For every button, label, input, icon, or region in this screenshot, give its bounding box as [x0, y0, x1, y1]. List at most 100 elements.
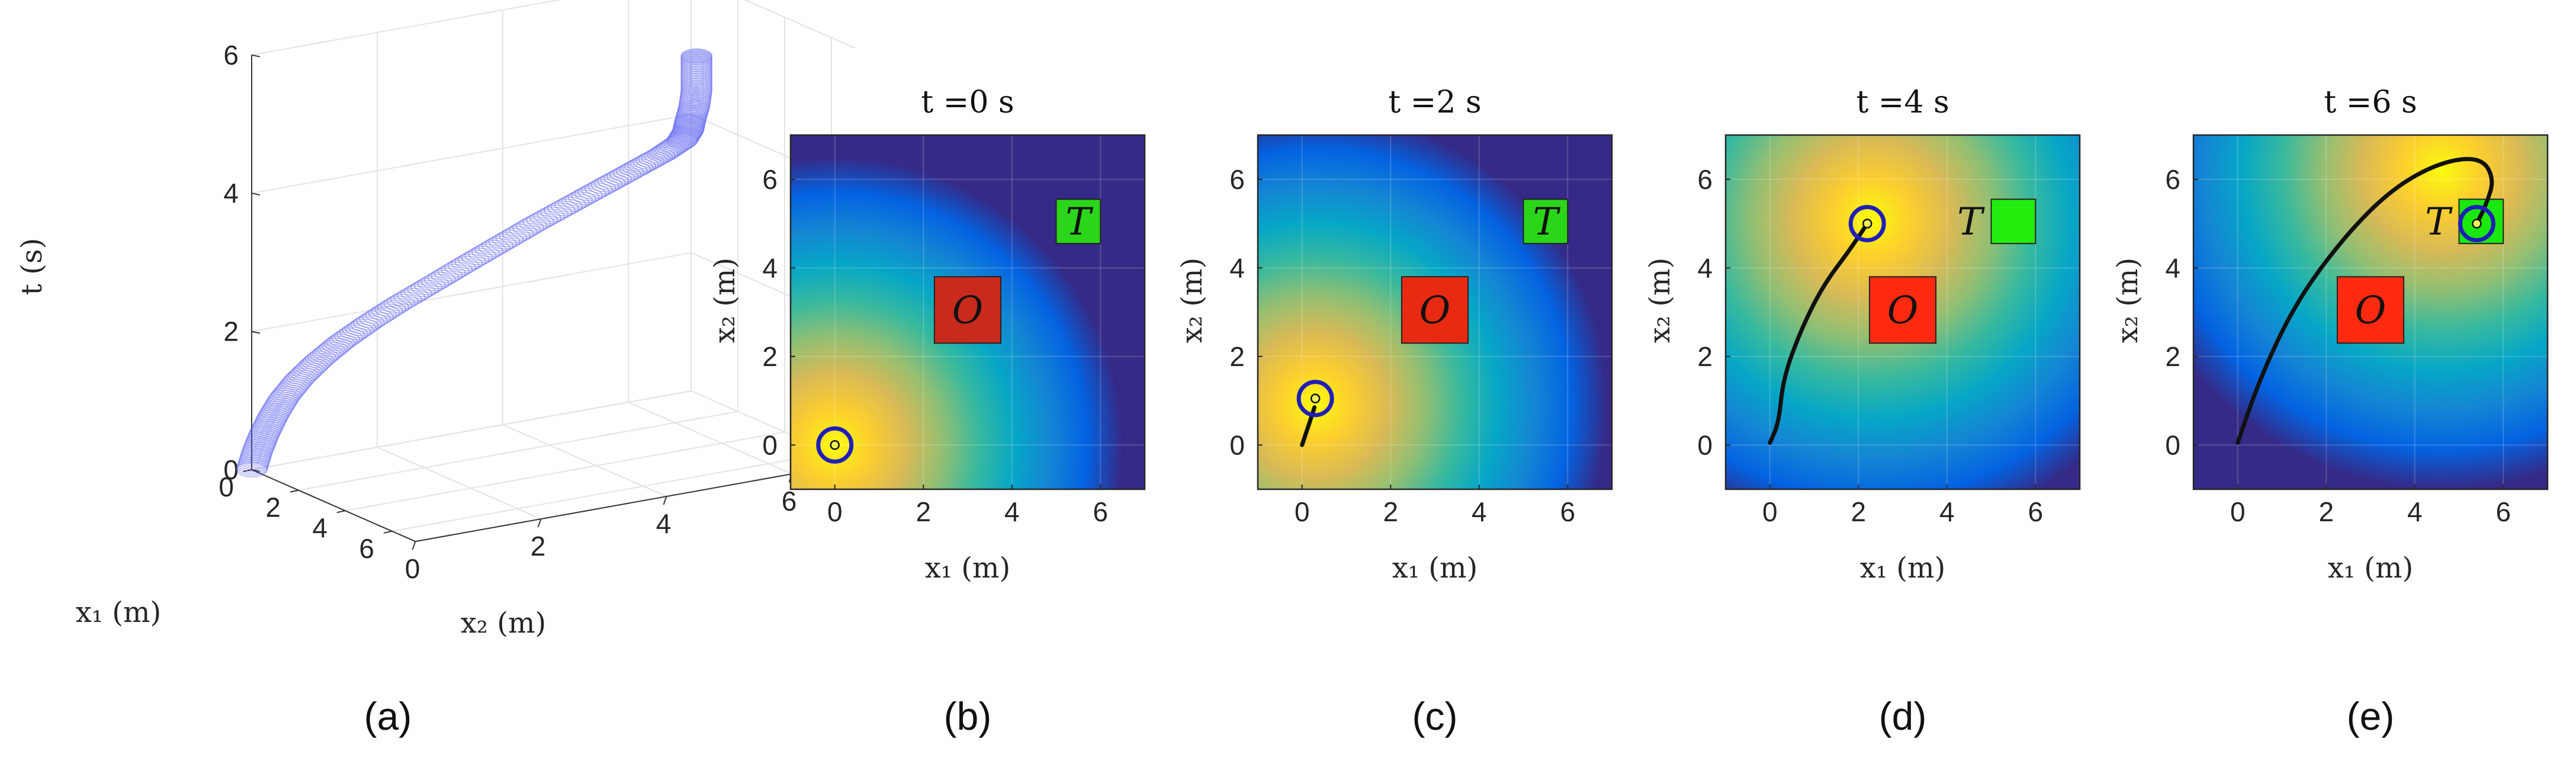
trajectory-point [619, 162, 651, 177]
grid-line [298, 410, 738, 491]
trajectory-point [257, 408, 290, 424]
target-box [1523, 198, 1569, 245]
trajectory-point [262, 400, 294, 416]
trajectory-point [485, 236, 517, 252]
trajectory-point [277, 379, 310, 394]
trajectory-point [236, 460, 268, 476]
trajectory-point [310, 347, 342, 363]
target-label: T [1533, 200, 1561, 244]
target-box [1055, 198, 1101, 245]
trajectory-point [311, 345, 344, 361]
trajectory-point [680, 86, 712, 102]
grid-line [251, 252, 692, 332]
x1-tick [336, 510, 346, 514]
trajectory-point [371, 303, 403, 319]
robot-marker [2458, 205, 2495, 242]
trajectory-point [314, 344, 346, 359]
trajectory-point [236, 462, 268, 477]
trajectory-point [509, 222, 541, 238]
trajectory-point [339, 325, 371, 340]
x-tick-label: 0 [1295, 496, 1310, 527]
target-box [1990, 198, 2037, 245]
x-tick-label: 6 [1560, 496, 1575, 527]
x-tick-label: 4 [1939, 496, 1955, 527]
z-tick [251, 331, 261, 334]
robot-center [1862, 219, 1872, 229]
grid-line [345, 431, 785, 512]
trajectory-point [654, 142, 686, 157]
trajectory-point [679, 94, 711, 110]
trajectory-point [266, 393, 298, 409]
grid-line [251, 390, 692, 470]
x2-tick-label: 0 [405, 553, 420, 584]
trajectory-point [237, 455, 270, 470]
y-tick-label: 0 [1229, 429, 1245, 460]
y-tick-label: 4 [1229, 252, 1245, 283]
trajectory-point [271, 386, 304, 402]
trajectory-point [359, 311, 391, 327]
x1-tick [243, 469, 252, 472]
trajectory-point [492, 232, 524, 248]
trajectory-point [239, 451, 271, 467]
trajectory-point [668, 130, 700, 145]
panel-d-heatmap: OT 0 2 4 6 0 2 4 6 t =4 s x₁ (m) x₂ (m) [1643, 85, 2081, 585]
trajectory-point [672, 121, 705, 137]
trajectory-point [526, 212, 558, 228]
robot-center [830, 440, 840, 450]
trajectory-point [287, 367, 319, 383]
trajectory-point [365, 307, 397, 323]
y-tick-label: 2 [762, 341, 778, 372]
trajectory-point [567, 190, 600, 205]
trajectory-point [594, 175, 626, 191]
x2-tick-label: 4 [656, 508, 672, 539]
x-axis-label: x₁ (m) [1860, 551, 1946, 585]
z-tick [251, 54, 261, 57]
trajectory-point [298, 357, 331, 372]
trajectory-point [258, 406, 291, 422]
trajectory-point [519, 216, 551, 232]
x-axis-label: x₁ (m) [925, 551, 1011, 585]
trajectory-point [674, 111, 707, 127]
trajectory-point [387, 293, 419, 309]
trajectory-point [676, 104, 709, 120]
trajectory-point [627, 157, 659, 172]
trajectory-point [410, 280, 442, 295]
x-tick-label: 2 [1383, 496, 1398, 527]
grid [1258, 135, 1612, 489]
trajectory-point [663, 135, 696, 150]
trajectory-point [321, 338, 354, 353]
grid [1726, 135, 2080, 489]
trajectory-point [444, 259, 476, 275]
trajectory-point [672, 122, 704, 138]
obstacle-box [1868, 276, 1937, 344]
trajectory-point [243, 438, 275, 454]
trajectory-point [377, 299, 409, 315]
trajectory-point [656, 140, 688, 156]
trajectory-point [505, 224, 538, 240]
x-tick-label: 0 [827, 496, 843, 527]
y-tick-label: 0 [762, 429, 778, 460]
x-tick-label: 2 [1851, 496, 1866, 527]
trajectory-point [393, 290, 426, 305]
x-tick-label: 4 [1472, 496, 1487, 527]
y-tick-label: 4 [2165, 252, 2180, 283]
trajectory-point [282, 373, 314, 389]
trajectory-point [676, 106, 708, 121]
trajectory-point [547, 201, 579, 216]
obstacle-label: O [1419, 288, 1450, 332]
trajectory-point [522, 214, 555, 230]
panel-e-heatmap: OT 0 2 4 6 0 2 4 6 t =6 s x₁ (m) x₂ (m) [2111, 85, 2549, 585]
trajectory-point [368, 305, 400, 321]
z-tick [251, 469, 261, 472]
trajectory-point [285, 370, 317, 385]
trajectory-point [431, 268, 463, 283]
trajectory-point [303, 352, 335, 368]
trajectory-point [295, 360, 327, 376]
trajectory-point [481, 238, 513, 254]
trajectory-point [267, 392, 300, 407]
trajectory-point [307, 349, 339, 365]
y-tick-label: 0 [1697, 429, 1713, 460]
trajectory-point [336, 326, 369, 342]
grid-line [251, 0, 562, 56]
x-tick-label: 4 [1004, 496, 1020, 527]
